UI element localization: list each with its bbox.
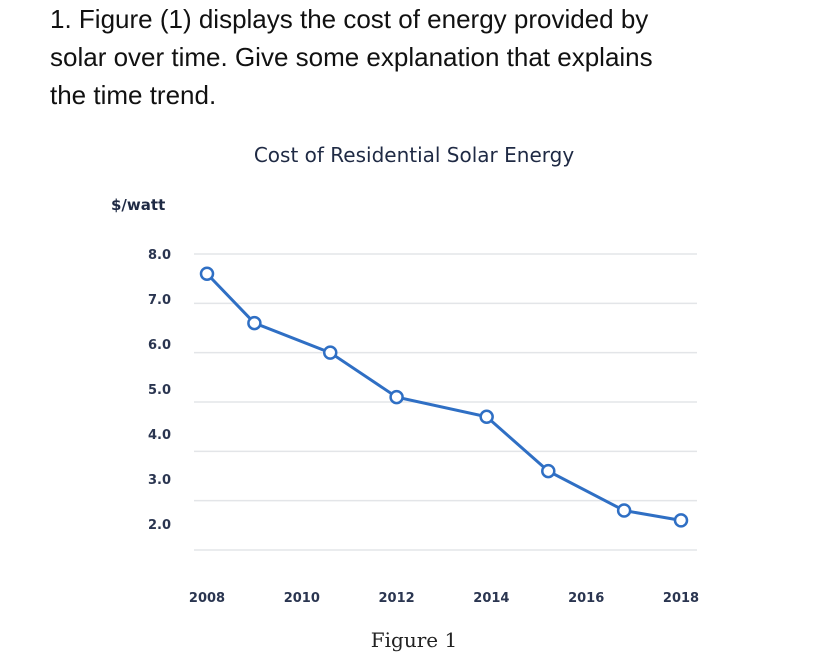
data-point bbox=[616, 503, 632, 518]
x-tick-label: 2012 bbox=[379, 591, 415, 606]
question-line: the time trend. bbox=[50, 80, 217, 110]
y-tick-label: 8.0 bbox=[148, 248, 171, 263]
question-line: solar over time. Give some explanation t… bbox=[50, 42, 653, 72]
data-point bbox=[199, 266, 215, 281]
y-tick-label: 6.0 bbox=[148, 338, 171, 353]
x-tick-label: 2014 bbox=[473, 591, 509, 606]
data-point bbox=[479, 409, 494, 425]
question-text: 1. Figure (1) displays the cost of energ… bbox=[50, 0, 810, 114]
chart-title: Cost of Residential Solar Energy bbox=[0, 143, 828, 167]
y-tick-label: 2.0 bbox=[148, 518, 171, 533]
y-tick-label: 5.0 bbox=[148, 383, 171, 398]
chart-title-text: Cost of Residential Solar Energy bbox=[253, 143, 575, 167]
y-tick-label: 7.0 bbox=[148, 293, 171, 308]
data-point bbox=[247, 315, 262, 331]
question-line: 1. Figure (1) displays the cost of energ… bbox=[50, 4, 649, 34]
data-point bbox=[322, 345, 338, 360]
x-tick-label: 2010 bbox=[284, 591, 320, 606]
data-point bbox=[389, 389, 404, 405]
y-axis-label: $/watt bbox=[111, 196, 166, 214]
x-tick-label: 2016 bbox=[568, 591, 604, 606]
y-tick-label: 3.0 bbox=[148, 473, 171, 488]
data-point bbox=[541, 463, 556, 479]
x-tick-label: 2018 bbox=[663, 591, 699, 606]
series-line bbox=[205, 272, 682, 522]
x-tick-label: 2008 bbox=[189, 591, 225, 606]
figure-caption: Figure 1 bbox=[370, 628, 458, 652]
data-point bbox=[673, 513, 689, 528]
y-tick-label: 4.0 bbox=[148, 428, 171, 443]
